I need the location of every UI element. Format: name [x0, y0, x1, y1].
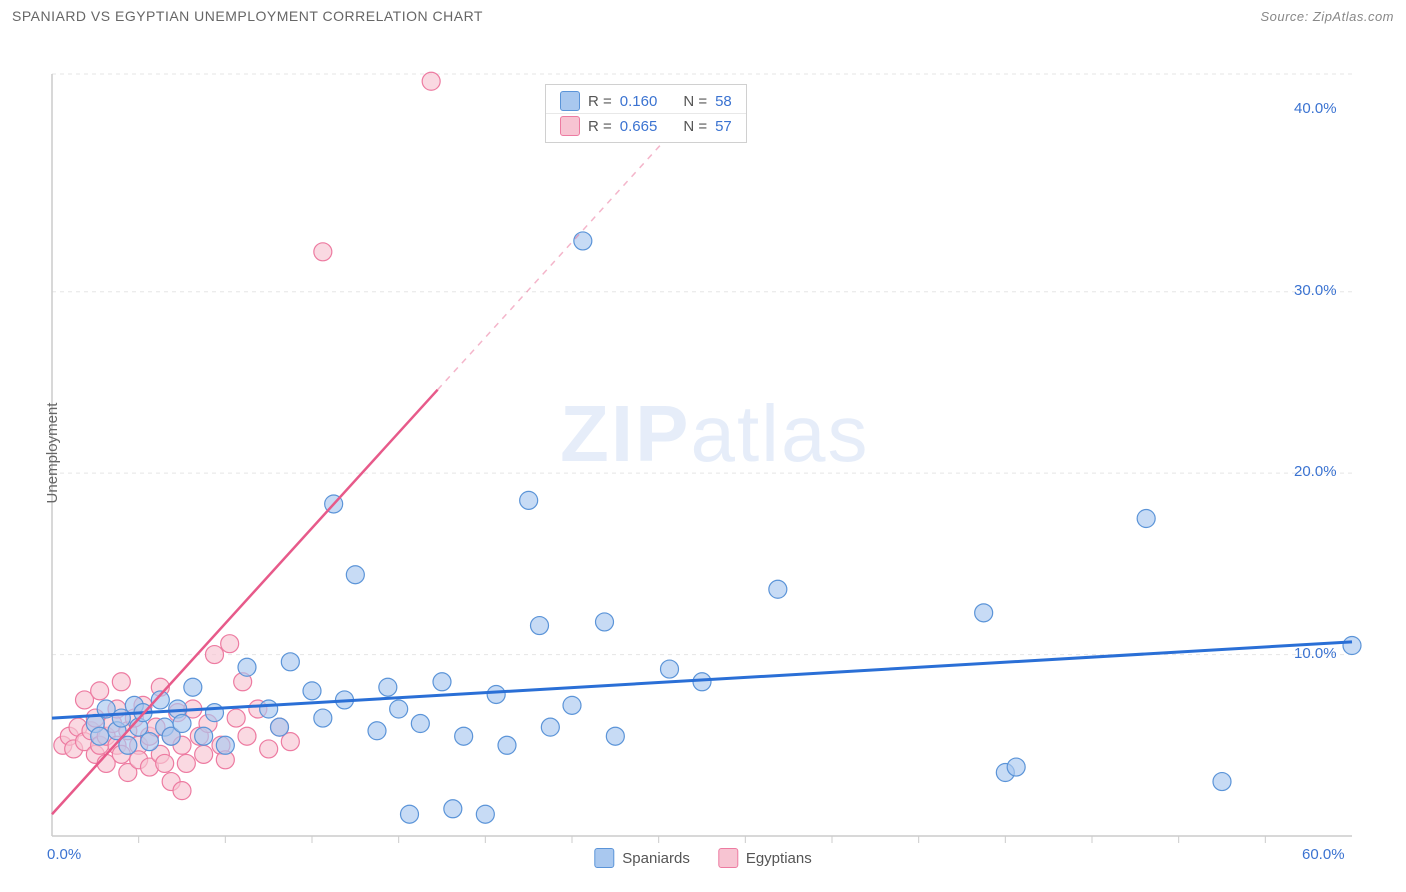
- series-legend: Spaniards Egyptians: [594, 848, 811, 868]
- legend-swatch: [560, 91, 580, 111]
- source-attribution: Source: ZipAtlas.com: [1260, 9, 1394, 24]
- series-label: Egyptians: [746, 850, 812, 867]
- series-legend-item: Spaniards: [594, 848, 690, 868]
- y-tick-label: 40.0%: [1294, 100, 1337, 117]
- r-value: 0.665: [620, 118, 658, 135]
- x-tick-label: 60.0%: [1302, 846, 1345, 863]
- y-axis-label: Unemployment: [44, 403, 61, 504]
- n-label: N =: [683, 118, 707, 135]
- legend-swatch: [718, 848, 738, 868]
- n-label: N =: [683, 93, 707, 110]
- stats-legend-row: R = 0.665 N = 57: [546, 113, 746, 138]
- r-label: R =: [588, 118, 612, 135]
- chart-title: SPANIARD VS EGYPTIAN UNEMPLOYMENT CORREL…: [12, 8, 483, 24]
- series-label: Spaniards: [622, 850, 690, 867]
- n-value: 57: [715, 118, 732, 135]
- y-tick-label: 20.0%: [1294, 463, 1337, 480]
- legend-swatch: [560, 116, 580, 136]
- r-value: 0.160: [620, 93, 658, 110]
- y-tick-label: 10.0%: [1294, 645, 1337, 662]
- r-label: R =: [588, 93, 612, 110]
- stats-legend-row: R = 0.160 N = 58: [546, 89, 746, 113]
- stats-legend: R = 0.160 N = 58 R = 0.665 N = 57: [545, 84, 747, 143]
- chart-area: Unemployment ZIPatlas R =0.160N =58R =0.…: [0, 28, 1406, 878]
- legend-swatch: [594, 848, 614, 868]
- scatter-plot-svg: [0, 28, 1406, 878]
- chart-header: SPANIARD VS EGYPTIAN UNEMPLOYMENT CORREL…: [0, 0, 1406, 28]
- y-tick-label: 30.0%: [1294, 282, 1337, 299]
- x-tick-label: 0.0%: [47, 846, 81, 863]
- n-value: 58: [715, 93, 732, 110]
- series-legend-item: Egyptians: [718, 848, 812, 868]
